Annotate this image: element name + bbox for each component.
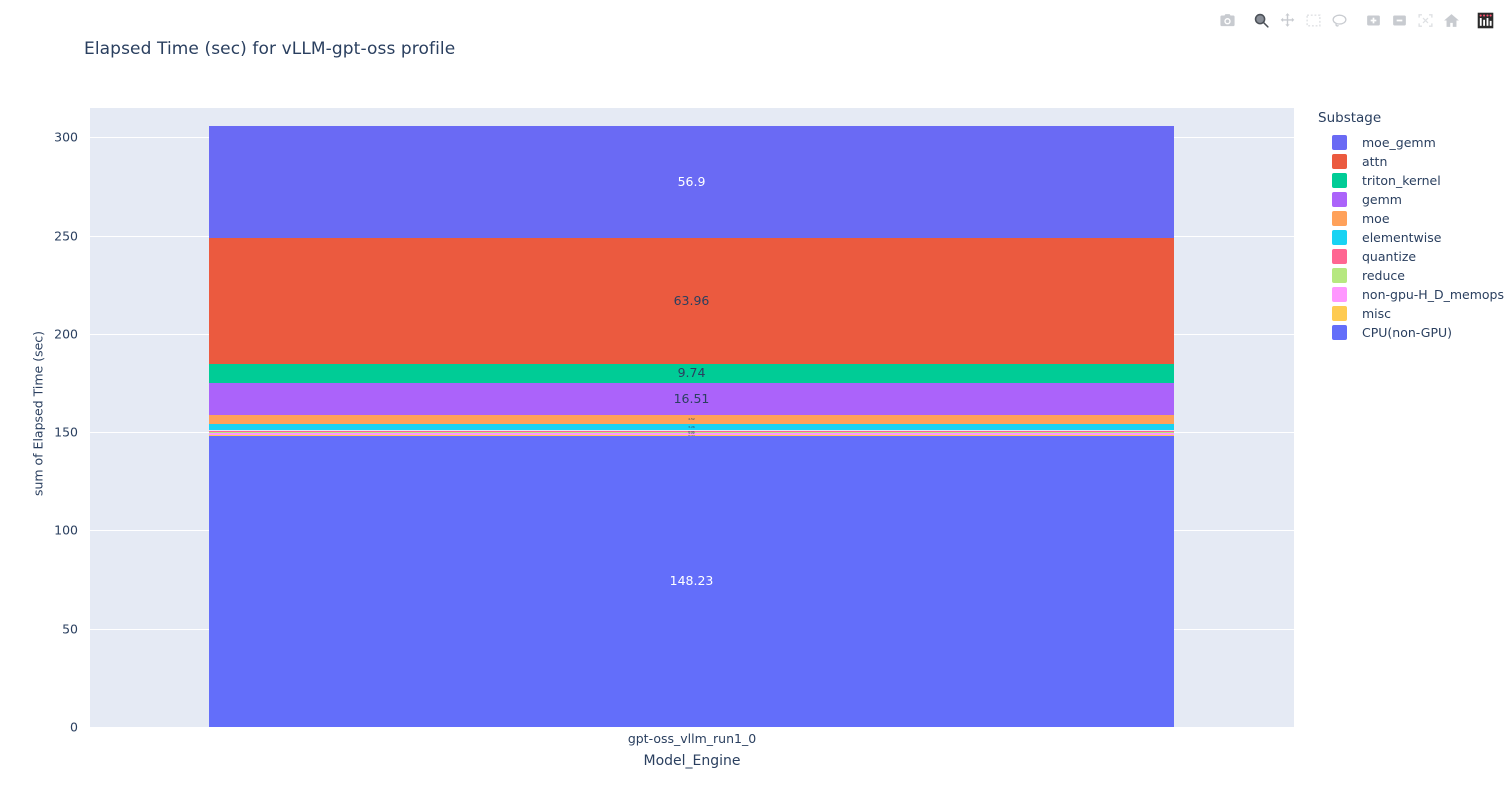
legend-item-misc[interactable]: misc	[1318, 304, 1508, 323]
y-axis-tick-label: 0	[70, 719, 78, 735]
plotly-logo-icon[interactable]	[1472, 9, 1498, 31]
bar-segment-label: 148.23	[669, 573, 714, 589]
bar-segment-label: 1.22	[688, 432, 695, 436]
y-axis-tick-label: 300	[54, 129, 78, 145]
bar-segment-label: 0.62	[688, 431, 695, 432]
plot-area[interactable]: 148.23 0.351.220.480.62 3.26 4.52 16.51 9.74 6…	[90, 108, 1294, 728]
y-axis-tick-label: 250	[54, 228, 78, 244]
legend-item-CPU(non-GPU)[interactable]: CPU(non-GPU)	[1318, 323, 1508, 342]
plotly-modebar[interactable]	[1214, 9, 1498, 31]
bar-segment-label: 63.96	[673, 292, 710, 308]
legend-swatch-icon	[1332, 192, 1347, 207]
legend-swatch-icon	[1332, 135, 1347, 150]
y-axis-tick-label: 50	[62, 621, 78, 637]
stacked-bar-gpt-oss_vllm_run1_0[interactable]: 148.23 0.351.220.480.62 3.26 4.52 16.51 9.74 6…	[209, 126, 1174, 727]
legend-swatch-icon	[1332, 306, 1347, 321]
legend-item-label: quantize	[1362, 249, 1417, 264]
legend-swatch-icon	[1332, 249, 1347, 264]
bar-segment-quantize[interactable]: 0.62	[209, 430, 1174, 432]
legend-swatch-icon	[1332, 211, 1347, 226]
legend-item-label: reduce	[1362, 268, 1405, 283]
bar-segment-moe_gemm[interactable]: 56.9	[209, 126, 1174, 238]
legend-swatch-icon	[1332, 154, 1347, 169]
bar-segment-misc[interactable]: 0.35	[209, 435, 1174, 436]
autoscale-icon[interactable]	[1412, 9, 1438, 31]
bar-segment-CPU(non-GPU)[interactable]: 148.23	[209, 435, 1174, 727]
bar-segment-label: 0.48	[688, 432, 695, 433]
zoom-in-icon[interactable]	[1360, 9, 1386, 31]
bar-segment-label: 0.35	[688, 435, 695, 436]
legend-swatch-icon	[1332, 287, 1347, 302]
zoom-icon[interactable]	[1248, 9, 1274, 31]
download-plot-icon[interactable]	[1214, 9, 1240, 31]
legend-item-label: moe_gemm	[1362, 135, 1436, 150]
bar-segment-label: 56.9	[677, 173, 706, 189]
zoom-out-icon[interactable]	[1386, 9, 1412, 31]
legend-item-triton_kernel[interactable]: triton_kernel	[1318, 171, 1508, 190]
chart-title: Elapsed Time (sec) for vLLM-gpt-oss prof…	[84, 39, 456, 59]
legend-item-label: triton_kernel	[1362, 173, 1441, 188]
legend-item-moe[interactable]: moe	[1318, 209, 1508, 228]
legend-item-non-gpu-H_D_memops[interactable]: non-gpu-H_D_memops	[1318, 285, 1508, 304]
pan-icon[interactable]	[1274, 9, 1300, 31]
bar-segment-label: 16.51	[673, 390, 710, 406]
legend-swatch-icon	[1332, 325, 1347, 340]
reset-axes-icon[interactable]	[1438, 9, 1464, 31]
legend-item-label: attn	[1362, 154, 1388, 169]
bar-segment-gemm[interactable]: 16.51	[209, 382, 1174, 416]
gridline	[90, 727, 1294, 728]
y-axis-tick-label: 200	[54, 326, 78, 342]
x-axis-tick-label: gpt-oss_vllm_run1_0	[627, 731, 757, 746]
legend-item-label: non-gpu-H_D_memops	[1362, 287, 1504, 302]
legend-item-label: moe	[1362, 211, 1390, 226]
legend-item-reduce[interactable]: reduce	[1318, 266, 1508, 285]
legend-item-elementwise[interactable]: elementwise	[1318, 228, 1508, 247]
bar-segment-label: 3.26	[688, 424, 695, 429]
lasso-select-icon[interactable]	[1326, 9, 1352, 31]
legend-swatch-icon	[1332, 268, 1347, 283]
legend-swatch-icon	[1332, 173, 1347, 188]
legend-item-gemm[interactable]: gemm	[1318, 190, 1508, 209]
y-axis-title: sum of Elapsed Time (sec)	[30, 330, 46, 497]
x-axis-title: Model_Engine	[643, 753, 741, 769]
bar-segment-label: 9.74	[677, 364, 706, 380]
y-axis-tick-label: 100	[54, 522, 78, 538]
legend-item-label: misc	[1362, 306, 1392, 321]
bar-segment-triton_kernel[interactable]: 9.74	[209, 363, 1174, 383]
bar-segment-label: 4.52	[688, 417, 695, 422]
bar-segment-non-gpu-H_D_memops[interactable]: 1.22	[209, 432, 1174, 436]
legend-item-attn[interactable]: attn	[1318, 152, 1508, 171]
legend-swatch-icon	[1332, 230, 1347, 245]
box-select-icon[interactable]	[1300, 9, 1326, 31]
legend-item-quantize[interactable]: quantize	[1318, 247, 1508, 266]
bar-segment-attn[interactable]: 63.96	[209, 237, 1174, 364]
legend-title: Substage	[1318, 110, 1382, 126]
bar-segment-reduce[interactable]: 0.48	[209, 431, 1174, 433]
bar-segment-elementwise[interactable]: 3.26	[209, 424, 1174, 431]
legend-item-moe_gemm[interactable]: moe_gemm	[1318, 133, 1508, 152]
legend-item-label: gemm	[1362, 192, 1402, 207]
legend-item-label: elementwise	[1362, 230, 1442, 245]
legend-item-label: CPU(non-GPU)	[1362, 325, 1453, 340]
y-axis-tick-label: 150	[54, 424, 78, 440]
bar-segment-moe[interactable]: 4.52	[209, 415, 1174, 425]
